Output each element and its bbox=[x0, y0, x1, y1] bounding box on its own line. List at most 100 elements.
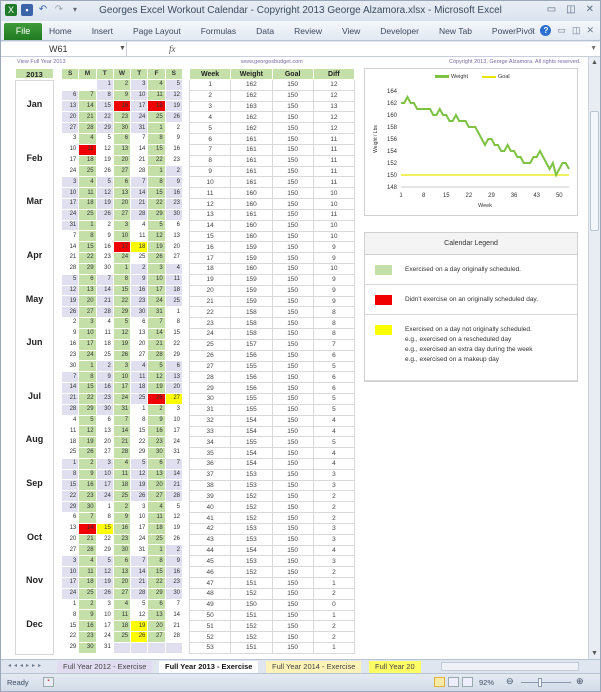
calendar-day[interactable]: 4 bbox=[78, 555, 97, 568]
weight-table-cell[interactable]: 150 bbox=[271, 241, 314, 254]
calendar-day[interactable]: 27 bbox=[60, 544, 80, 557]
weight-table-cell[interactable]: 152 bbox=[230, 587, 273, 600]
calendar-day[interactable]: 17 bbox=[112, 382, 132, 394]
calendar-day[interactable]: 30 bbox=[147, 446, 166, 459]
ribbon-tab-review[interactable]: Review bbox=[294, 26, 322, 36]
calendar-day[interactable]: 10 bbox=[112, 371, 132, 384]
calendar-day[interactable]: 28 bbox=[164, 631, 184, 643]
weight-table-cell[interactable]: 153 bbox=[230, 468, 273, 481]
calendar-day[interactable]: 2 bbox=[95, 360, 114, 373]
calendar-day[interactable]: 20 bbox=[164, 382, 184, 394]
calendar-day[interactable]: 2 bbox=[95, 219, 114, 232]
weight-table-cell[interactable]: 8 bbox=[188, 154, 232, 167]
calendar-day[interactable]: 30 bbox=[164, 208, 184, 221]
weight-table-cell[interactable]: 2 bbox=[312, 620, 356, 633]
weight-table-cell[interactable]: 150 bbox=[271, 154, 314, 167]
calendar-day[interactable]: 17 bbox=[147, 284, 166, 297]
calendar-day[interactable]: 11 bbox=[78, 187, 97, 199]
weight-table-cell[interactable]: 23 bbox=[188, 317, 232, 330]
weight-table-cell[interactable]: 34 bbox=[188, 436, 232, 449]
weight-table-cell[interactable]: 10 bbox=[188, 176, 232, 189]
calendar-day[interactable]: 9 bbox=[95, 230, 114, 243]
calendar-day[interactable]: 25 bbox=[147, 533, 166, 546]
weight-table-cell[interactable]: 11 bbox=[312, 176, 356, 189]
calendar-day[interactable]: 24 bbox=[95, 490, 114, 503]
calendar-day[interactable]: 25 bbox=[164, 295, 184, 308]
weight-table-cell[interactable]: 152 bbox=[230, 631, 273, 644]
calendar-day[interactable]: 23 bbox=[112, 111, 132, 124]
weight-table-cell[interactable]: 27 bbox=[188, 360, 232, 373]
calendar-day[interactable]: 29 bbox=[95, 122, 114, 134]
calendar-day[interactable]: 5 bbox=[130, 598, 149, 611]
calendar-day[interactable]: 19 bbox=[95, 576, 114, 589]
calendar-day[interactable]: 23 bbox=[164, 154, 184, 167]
weight-table-cell[interactable]: 50 bbox=[188, 609, 232, 622]
calendar-day[interactable]: 4 bbox=[130, 219, 149, 232]
calendar-day[interactable]: 19 bbox=[147, 382, 166, 394]
weight-table-cell[interactable]: 3 bbox=[312, 555, 356, 568]
weight-table-cell[interactable]: 40 bbox=[188, 501, 232, 514]
weight-table-cell[interactable]: 48 bbox=[188, 587, 232, 600]
calendar-day[interactable]: 28 bbox=[130, 165, 149, 178]
calendar-day[interactable]: 22 bbox=[130, 436, 149, 448]
calendar-day[interactable]: 15 bbox=[95, 100, 114, 113]
sheet-tab[interactable]: Full Year 20 bbox=[369, 661, 421, 673]
calendar-day[interactable]: 6 bbox=[95, 414, 114, 427]
weight-table-cell[interactable]: 30 bbox=[188, 393, 232, 405]
calendar-day[interactable]: 25 bbox=[95, 349, 114, 362]
calendar-day[interactable]: 1 bbox=[147, 122, 166, 134]
calendar-day[interactable]: 13 bbox=[147, 468, 166, 481]
page-layout-view-icon[interactable] bbox=[448, 677, 459, 687]
calendar-day[interactable]: 3 bbox=[164, 403, 184, 416]
weight-table-cell[interactable]: 12 bbox=[312, 89, 356, 102]
calendar-day[interactable]: 27 bbox=[147, 631, 166, 643]
calendar-day[interactable]: 2 bbox=[164, 165, 184, 178]
calendar-day[interactable]: 8 bbox=[112, 273, 132, 286]
calendar-day[interactable]: 12 bbox=[147, 371, 166, 384]
weight-table-cell[interactable]: 8 bbox=[312, 317, 356, 330]
calendar-day[interactable]: 27 bbox=[112, 587, 132, 600]
calendar-day[interactable]: 30 bbox=[78, 501, 97, 513]
calendar-day[interactable]: 9 bbox=[147, 414, 166, 427]
calendar-day[interactable]: 6 bbox=[164, 219, 184, 232]
calendar-day[interactable]: 24 bbox=[60, 165, 80, 178]
weight-table-cell[interactable]: 163 bbox=[230, 100, 273, 113]
weight-table-cell[interactable]: 150 bbox=[271, 393, 314, 405]
calendar-day[interactable]: 11 bbox=[112, 609, 132, 622]
weight-table-cell[interactable]: 6 bbox=[312, 349, 356, 362]
calendar-day[interactable]: 21 bbox=[164, 479, 184, 492]
calendar-day[interactable]: 26 bbox=[112, 349, 132, 362]
weight-chart[interactable]: Weight Goal 148 150 152 154 156 158 160 162 164 1… bbox=[364, 68, 578, 216]
calendar-day[interactable]: 17 bbox=[130, 100, 149, 113]
weight-table-cell[interactable]: 161 bbox=[230, 154, 273, 167]
calendar-day[interactable]: 1 bbox=[147, 544, 166, 557]
weight-table-cell[interactable]: 150 bbox=[271, 273, 314, 286]
weight-table-cell[interactable]: 150 bbox=[271, 436, 314, 449]
ribbon-tab-powerpivot[interactable]: PowerPivot bbox=[491, 26, 535, 36]
weight-table-cell[interactable]: 150 bbox=[271, 187, 314, 200]
weight-table-cell[interactable]: 162 bbox=[230, 89, 273, 102]
calendar-day[interactable]: 19 bbox=[164, 100, 184, 113]
vertical-scrollbar[interactable]: ▲ ▼ bbox=[588, 57, 600, 659]
weight-table-cell[interactable]: 53 bbox=[188, 642, 232, 654]
calendar-day[interactable]: 13 bbox=[164, 371, 184, 384]
calendar-day[interactable]: 7 bbox=[60, 230, 80, 243]
weight-table-cell[interactable]: 161 bbox=[230, 133, 273, 145]
weight-table-cell[interactable]: 150 bbox=[271, 230, 314, 243]
weight-table-cell[interactable]: 10 bbox=[312, 187, 356, 200]
calendar-day[interactable]: 4 bbox=[147, 78, 166, 91]
calendar-day[interactable]: 11 bbox=[147, 89, 166, 102]
weight-table-cell[interactable]: 150 bbox=[271, 133, 314, 145]
calendar-day[interactable]: 23 bbox=[60, 349, 80, 362]
calendar-day[interactable]: 12 bbox=[164, 511, 184, 524]
weight-table-cell[interactable]: 7 bbox=[188, 143, 232, 156]
calendar-day[interactable]: 13 bbox=[112, 566, 132, 578]
calendar-day[interactable]: 3 bbox=[130, 78, 149, 91]
calendar-day[interactable]: 17 bbox=[60, 154, 80, 167]
calendar-day[interactable]: 26 bbox=[95, 165, 114, 178]
calendar-day[interactable]: 26 bbox=[60, 306, 80, 319]
weight-table-cell[interactable]: 5 bbox=[188, 122, 232, 135]
redo-icon[interactable]: ↷ bbox=[54, 4, 64, 15]
weight-table-cell[interactable]: 154 bbox=[230, 425, 273, 438]
weight-table-cell[interactable]: 11 bbox=[188, 187, 232, 200]
